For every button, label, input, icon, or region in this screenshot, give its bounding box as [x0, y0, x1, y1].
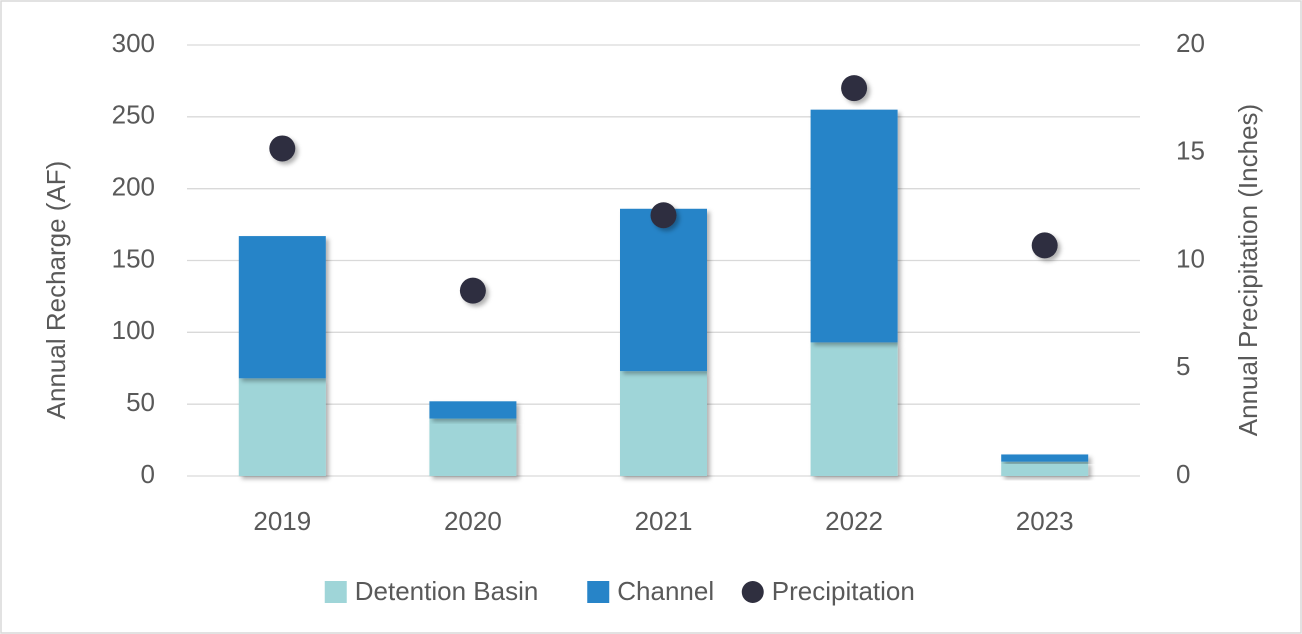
x-tick-label: 2021	[635, 506, 693, 536]
y2-tick-label: 10	[1176, 243, 1205, 273]
bar-segment	[620, 371, 707, 476]
x-tick-label: 2019	[253, 506, 311, 536]
x-tick-label: 2020	[444, 506, 502, 536]
bar-segment	[429, 401, 517, 419]
bar-segment	[238, 378, 326, 476]
y-tick-label: 300	[112, 28, 155, 58]
y2-tick-label: 15	[1176, 136, 1205, 166]
y-tick-label: 50	[126, 387, 155, 417]
precipitation-dot	[269, 135, 296, 162]
y2-tick-label: 5	[1176, 351, 1190, 381]
y2-tick-label: 0	[1176, 459, 1190, 489]
bar-segment	[1001, 454, 1089, 462]
x-tick-label: 2022	[825, 506, 883, 536]
y-tick-label: 150	[112, 243, 155, 273]
legend-label: Precipitation	[772, 576, 915, 606]
y-tick-label: 0	[141, 459, 155, 489]
y-axis-label: Annual Recharge (AF)	[41, 161, 71, 420]
legend-label: Channel	[617, 576, 714, 606]
legend-marker	[324, 581, 347, 603]
y2-tick-label: 20	[1176, 28, 1205, 58]
y-tick-label: 100	[112, 315, 155, 345]
bar-segment	[1001, 461, 1089, 476]
precipitation-dot	[841, 75, 868, 102]
y-tick-label: 200	[112, 172, 155, 202]
bar-segment	[238, 236, 326, 379]
y-tick-label: 250	[112, 100, 155, 130]
x-tick-label: 2023	[1016, 506, 1074, 536]
legend-marker	[587, 581, 610, 603]
precipitation-dot	[1031, 232, 1058, 259]
bar-segment	[620, 208, 707, 372]
precipitation-dot	[459, 277, 486, 304]
bar-segment	[429, 418, 517, 476]
legend-marker	[741, 581, 764, 603]
legend-label: Detention Basin	[355, 576, 539, 606]
bar-segment	[810, 342, 898, 476]
y2-axis-label: Annual Precipitation (Inches)	[1233, 104, 1263, 436]
bar-segment	[810, 109, 898, 343]
precipitation-dot	[650, 202, 677, 229]
